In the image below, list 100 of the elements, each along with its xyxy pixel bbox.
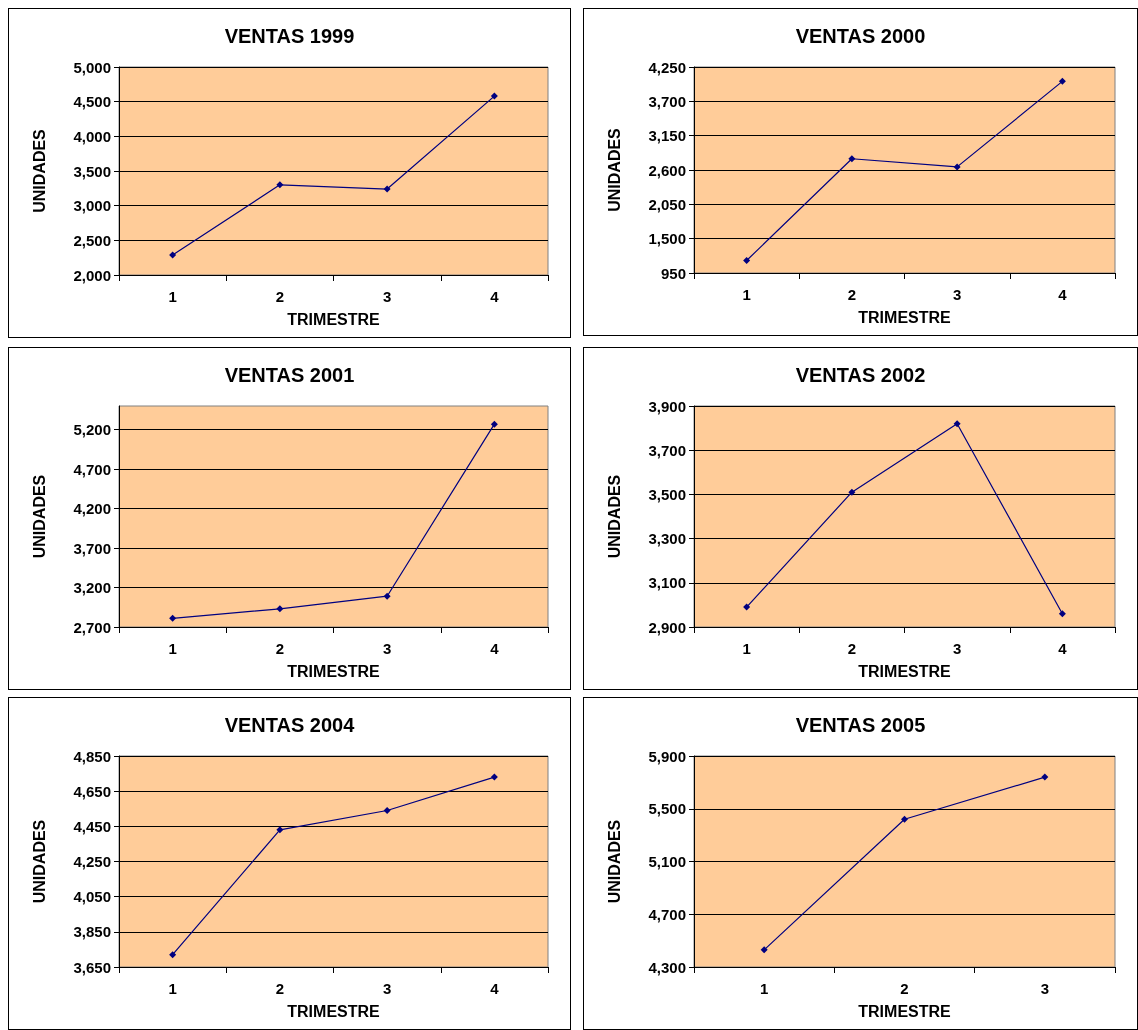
point [276,826,284,834]
y-axis-title: UNIDADES [605,819,623,904]
point [760,946,768,954]
point [169,251,177,259]
point [169,951,177,959]
point [276,181,284,189]
chart-title: VENTAS 2001 [224,364,355,386]
y-tick-label: 3,500 [648,485,686,503]
x-tick-label: 1 [742,286,751,303]
y-tick-label: 5,500 [648,800,686,818]
x-tick-label: 1 [168,640,177,657]
y-tick-label: 1,500 [648,230,686,248]
x-tick-label: 3 [382,640,392,657]
x-tick-label: 1 [759,980,769,997]
y-tick-label: 4,500 [73,93,111,111]
point [953,420,961,428]
x-axis-title: TRIMESTRE [858,662,952,680]
point [743,257,751,265]
y-axis-title: UNIDADES [30,474,48,559]
y-tick-label: 2,500 [73,231,111,249]
y-tick-label: 4,650 [73,782,111,800]
y-tick-label: 2,900 [648,618,686,636]
y-tick-label: 2,000 [73,266,111,284]
y-tick-label: 3,200 [73,579,111,597]
y-axis-title: UNIDADES [30,819,48,904]
x-tick-label: 3 [1040,980,1050,997]
y-tick-label: 4,700 [648,905,686,923]
x-axis-title: TRIMESTRE [287,662,381,680]
y-tick-label: 4,250 [648,58,686,76]
y-tick-label: 2,700 [73,618,111,636]
x-tick-label: 1 [742,640,751,657]
y-axis-title: UNIDADES [30,128,48,213]
y-tick-label: 3,650 [73,958,111,976]
chart-title: VENTAS 2005 [795,714,926,736]
x-tick-label: 4 [490,980,500,997]
y-tick-label: 5,100 [648,853,686,870]
chart-title: VENTAS 2002 [795,364,926,386]
x-tick-label: 2 [847,286,857,303]
point [1058,77,1066,85]
x-tick-label: 4 [490,640,500,657]
x-tick-label: 3 [952,286,962,303]
chart-title: VENTAS 1999 [224,25,355,47]
chart-title: VENTAS 2000 [795,25,926,47]
x-axis-title: TRIMESTRE [287,310,381,328]
y-tick-label: 4,000 [73,127,111,145]
point [383,185,391,193]
x-axis-title: TRIMESTRE [858,1002,952,1020]
y-tick-label: 5,200 [73,421,111,439]
x-tick-label: 1 [168,980,177,997]
point [1058,610,1066,618]
point [383,807,391,815]
point [953,163,961,171]
x-tick-label: 3 [382,288,392,305]
y-tick-label: 4,250 [73,853,111,870]
y-tick-label: 3,100 [648,574,686,592]
x-tick-label: 3 [382,980,392,997]
point [490,92,498,100]
point [490,773,498,781]
x-axis-title: TRIMESTRE [858,308,952,326]
y-tick-label: 5,000 [73,58,111,76]
chart-title: VENTAS 2004 [224,714,356,736]
point [1041,773,1049,781]
y-tick-label: 3,850 [73,923,111,941]
x-axis-title: TRIMESTRE [287,1002,381,1020]
point [276,605,284,613]
y-tick-label: 4,450 [73,817,111,835]
point [169,614,177,622]
point [848,155,856,163]
y-tick-label: 2,600 [648,161,686,179]
y-tick-label: 3,700 [73,539,111,557]
y-tick-label: 3,700 [648,92,686,110]
x-tick-label: 4 [1058,286,1068,303]
point [383,592,391,600]
y-tick-label: 4,300 [648,958,686,976]
y-axis-title: UNIDADES [605,474,623,559]
point [901,815,908,823]
y-tick-label: 3,150 [648,127,686,145]
point [743,603,751,611]
x-tick-label: 2 [847,640,857,657]
y-axis-title: UNIDADES [605,127,623,212]
y-tick-label: 4,200 [73,500,111,518]
x-tick-label: 4 [1058,640,1068,657]
y-tick-label: 2,050 [648,195,686,213]
y-tick-label: 3,000 [73,197,111,215]
point [490,420,498,428]
y-tick-label: 3,500 [73,162,111,180]
x-tick-label: 2 [275,980,285,997]
y-tick-label: 4,050 [73,888,111,906]
point [848,488,856,496]
y-tick-label: 3,700 [648,441,686,459]
y-tick-label: 4,700 [73,460,111,478]
y-tick-label: 950 [660,264,686,282]
x-tick-label: 3 [952,640,962,657]
x-tick-label: 4 [490,288,500,305]
y-tick-label: 4,850 [73,747,111,765]
x-tick-label: 1 [168,288,177,305]
x-tick-label: 2 [275,288,285,305]
y-tick-label: 3,300 [648,530,686,548]
y-tick-label: 3,900 [648,397,686,415]
y-tick-label: 5,900 [648,747,686,765]
